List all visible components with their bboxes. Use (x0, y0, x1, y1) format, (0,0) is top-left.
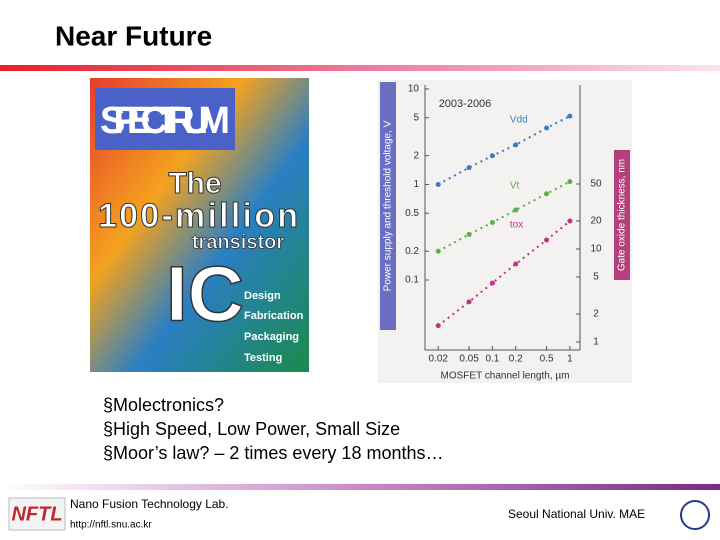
series-point (544, 125, 550, 131)
y2-tick-label: 5 (593, 272, 599, 283)
series-line (437, 115, 571, 186)
series-point (435, 323, 441, 329)
logo-box (8, 497, 66, 531)
header-bar (0, 65, 720, 71)
cover-topic: Packaging (244, 331, 299, 343)
university: Seoul National Univ. MAE (508, 507, 645, 521)
series-line (437, 180, 571, 253)
series-label: tox (510, 220, 523, 231)
series-point (466, 165, 472, 171)
y-tick-label: 10 (408, 84, 420, 95)
bullet: §Molectronics? (103, 395, 224, 415)
cover-line: transistor (192, 231, 284, 253)
series-point (567, 218, 573, 224)
cover-line: 100-million (98, 197, 298, 235)
x-tick-label: 0.1 (485, 354, 499, 365)
series-point (544, 191, 550, 197)
series-point (489, 153, 495, 159)
slide-title: Near Future (55, 20, 212, 51)
series-label: Vdd (510, 115, 528, 126)
series-point (489, 219, 495, 225)
x-tick-label: 1 (567, 354, 573, 365)
chart: Power supply and threshold voltage, V Ga… (378, 80, 632, 383)
y-tick-label: 5 (413, 112, 419, 123)
x-tick-label: 0.02 (428, 354, 448, 365)
lab-name: Nano Fusion Technology Lab. (70, 497, 229, 511)
x-tick-label: 0.2 (509, 354, 523, 365)
y2label-band (614, 150, 630, 280)
masthead: SPECTRUM (100, 100, 230, 142)
series-point (466, 231, 472, 237)
x-axis-label: MOSFET channel length, µm (441, 371, 570, 382)
y2-tick-label: 1 (593, 337, 599, 348)
y-tick-label: 0.2 (405, 246, 419, 257)
y-tick-label: 0.1 (405, 275, 419, 286)
series-point (567, 179, 573, 185)
series-point (513, 142, 519, 148)
y-axis-label: Power supply and threshold voltage, V (383, 120, 394, 291)
cover-line: IC (166, 250, 244, 338)
annotation: 2003-2006 (439, 98, 492, 110)
masthead-box (95, 88, 235, 150)
ylabel-band (380, 82, 396, 330)
cover-topic: Testing (244, 352, 282, 364)
y-tick-label: 2 (413, 150, 419, 161)
logo: NFTL (11, 503, 62, 525)
chart-background (378, 80, 632, 383)
series-point (435, 248, 441, 254)
series-point (544, 237, 550, 243)
cover-topic: Design (244, 290, 281, 302)
bullet: §Moor’s law? – 2 times every 18 months… (103, 443, 443, 463)
lab-url: http://nftl.snu.ac.kr (70, 520, 152, 531)
cover: SPECTRUM The 100-million transistor IC D… (90, 78, 309, 372)
cover-topic: Fabrication (244, 310, 304, 322)
bullet: §High Speed, Low Power, Small Size (103, 419, 400, 439)
series-point (567, 113, 573, 119)
series-point (513, 207, 519, 213)
y-tick-label: 1 (413, 179, 419, 190)
x-tick-label: 0.5 (540, 354, 554, 365)
x-tick-label: 0.05 (459, 354, 479, 365)
series-label: Vt (510, 180, 520, 191)
cover-line: The (168, 167, 221, 200)
y2-tick-label: 50 (590, 179, 602, 190)
y2-tick-label: 10 (590, 244, 602, 255)
y2-axis-label: Gate oxide thickness, nm (617, 159, 628, 271)
y2-tick-label: 2 (593, 309, 599, 320)
y-tick-label: 0.5 (405, 208, 419, 219)
university-emblem (680, 500, 710, 530)
y2-tick-label: 20 (590, 216, 602, 227)
series-point (466, 299, 472, 305)
footer-bar (0, 484, 720, 490)
series-point (513, 261, 519, 267)
series-point (489, 280, 495, 286)
series-point (435, 181, 441, 187)
